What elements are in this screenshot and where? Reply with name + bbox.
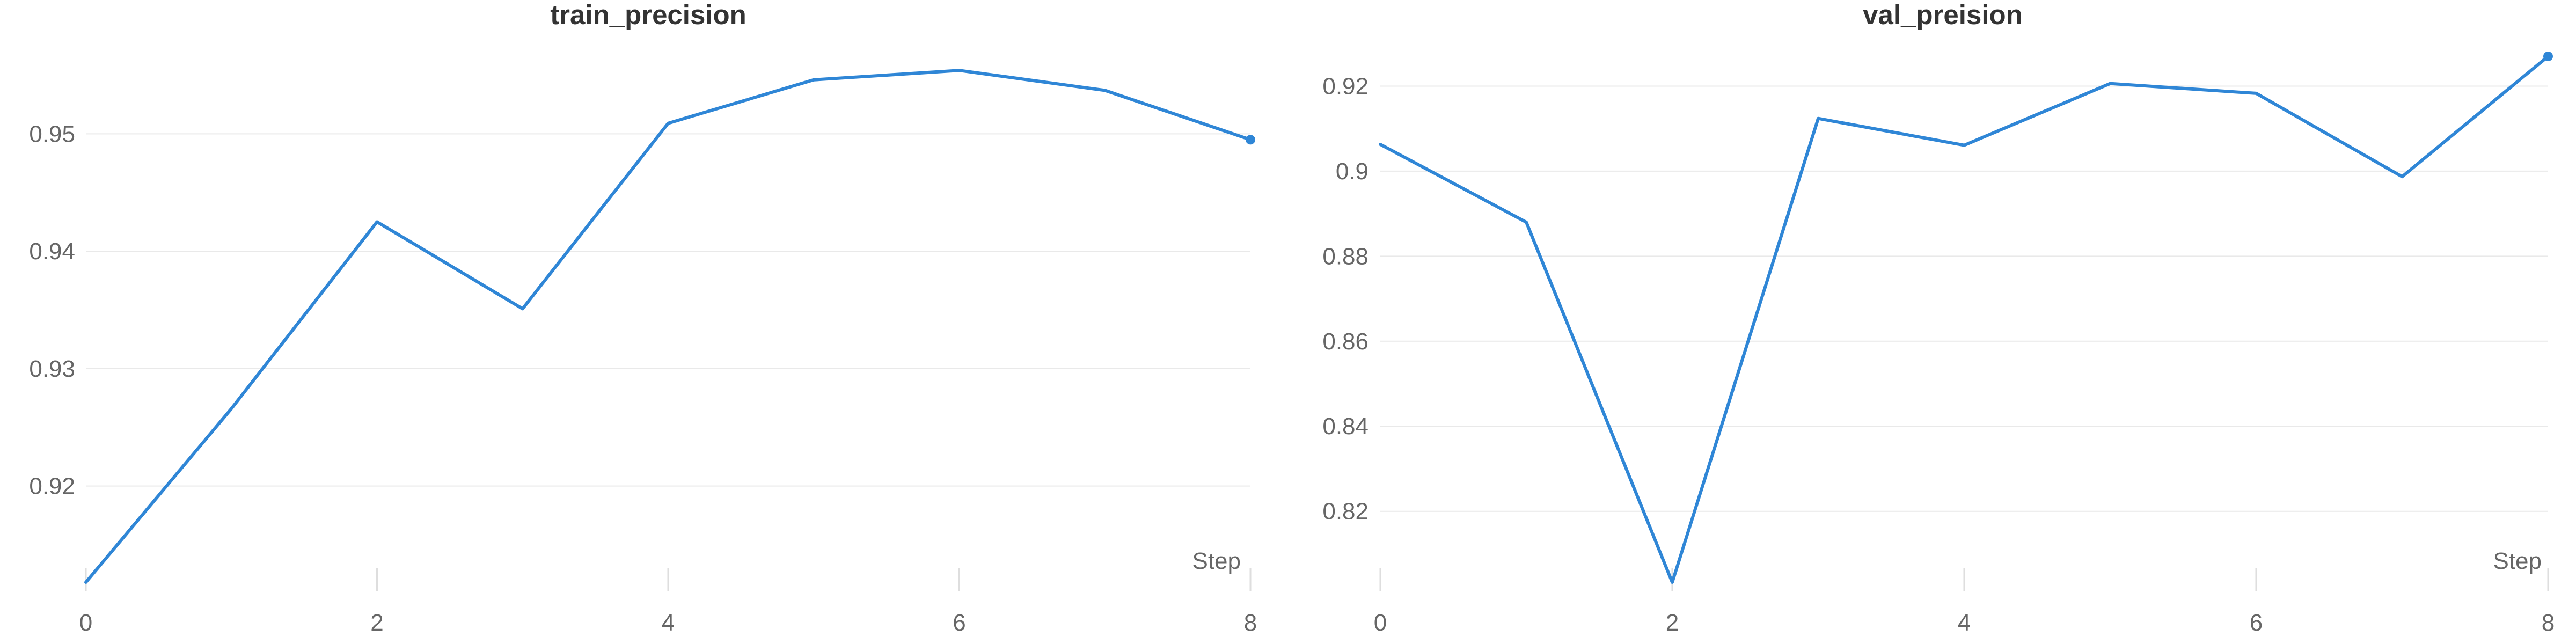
x-tick-label: 0 [1374,610,1387,636]
x-tick-label: 2 [370,610,383,636]
x-tick-label: 8 [2542,610,2555,636]
y-tick-label: 0.92 [29,473,75,500]
val-preision-chart: val_preision 0.82 0.84 0.86 0.88 0.9 0.92 0 2 4… [1322,0,2555,636]
end-point-marker [2543,52,2553,61]
y-tick-label: 0.9 [1336,158,1368,185]
x-tick-label: 4 [662,610,675,636]
y-tick-label: 0.82 [1322,499,1368,525]
end-point-marker [1246,135,1255,145]
series-line [1379,55,2550,584]
x-tick-label: 0 [79,610,92,636]
x-axis-label: Step [1192,548,1241,574]
y-tick-label: 0.94 [29,238,75,265]
chart-title: val_preision [1863,0,2023,30]
y-tick-label: 0.92 [1322,73,1368,99]
x-tick-label: 8 [1244,610,1257,636]
x-tick-label: 2 [1666,610,1679,636]
y-tick-label: 0.88 [1322,243,1368,269]
y-tick-label: 0.95 [29,121,75,147]
x-axis-label: Step [2493,548,2542,574]
y-tick-label: 0.86 [1322,328,1368,355]
series-line [84,69,1252,584]
train-precision-chart: train_precision 0.92 0.93 0.94 0.95 0 2 4 6 8 S… [29,0,1257,636]
x-tick-label: 6 [953,610,965,636]
y-tick-label: 0.84 [1322,413,1368,440]
x-tick-label: 6 [2250,610,2263,636]
x-tick-label: 4 [1958,610,1971,636]
chart-title: train_precision [550,0,747,30]
y-tick-label: 0.93 [29,356,75,382]
